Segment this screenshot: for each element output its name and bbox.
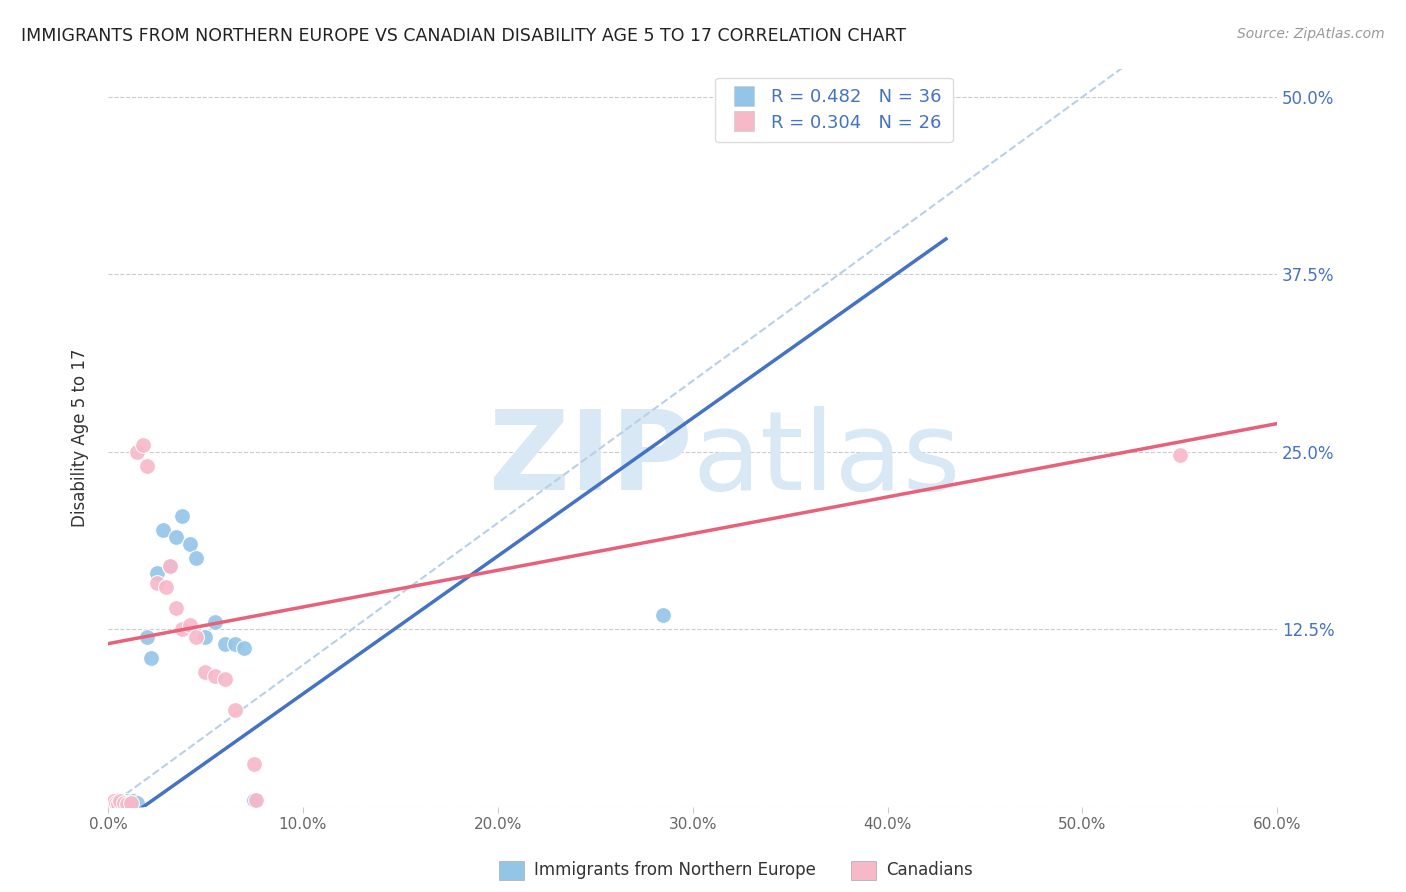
Y-axis label: Disability Age 5 to 17: Disability Age 5 to 17 — [72, 349, 89, 527]
Point — [107, 797, 129, 812]
Point — [112, 796, 135, 810]
Point — [98, 796, 121, 810]
Point — [101, 796, 124, 810]
Point — [243, 757, 266, 772]
Text: ZIP: ZIP — [489, 407, 693, 514]
Point — [184, 630, 207, 644]
Point — [103, 794, 125, 808]
Point — [652, 608, 675, 623]
Point — [108, 794, 131, 808]
Point — [170, 508, 193, 523]
Point — [132, 438, 155, 452]
Point — [243, 793, 266, 807]
Point — [136, 459, 159, 474]
Point — [224, 703, 246, 717]
Point — [104, 797, 127, 812]
Point — [245, 793, 267, 807]
Point — [152, 523, 174, 537]
Point — [155, 580, 177, 594]
Point — [170, 623, 193, 637]
Point — [710, 104, 733, 119]
Point — [117, 797, 139, 812]
Point — [111, 796, 134, 810]
Point — [179, 537, 201, 551]
Point — [101, 797, 124, 812]
Point — [214, 672, 236, 686]
Point — [159, 558, 181, 573]
Point — [103, 796, 125, 810]
Point — [145, 566, 167, 580]
Point — [114, 796, 136, 810]
Point — [120, 796, 142, 810]
Point — [103, 797, 125, 812]
Point — [224, 637, 246, 651]
Point — [136, 630, 159, 644]
Point — [107, 793, 129, 807]
Point — [117, 794, 139, 808]
Point — [107, 796, 129, 810]
Point — [194, 665, 217, 679]
Text: Canadians: Canadians — [886, 861, 973, 879]
Point — [233, 640, 256, 655]
Point — [112, 794, 135, 808]
Legend: R = 0.482   N = 36, R = 0.304   N = 26: R = 0.482 N = 36, R = 0.304 N = 26 — [716, 78, 952, 143]
Point — [204, 669, 226, 683]
Point — [184, 551, 207, 566]
Point — [179, 618, 201, 632]
Point — [165, 601, 187, 615]
Point — [204, 615, 226, 630]
Text: Immigrants from Northern Europe: Immigrants from Northern Europe — [534, 861, 815, 879]
Point — [98, 797, 121, 812]
Point — [104, 794, 127, 808]
Point — [127, 445, 149, 459]
Point — [139, 651, 162, 665]
Text: Source: ZipAtlas.com: Source: ZipAtlas.com — [1237, 27, 1385, 41]
Point — [122, 794, 145, 808]
Point — [127, 796, 149, 810]
Point — [112, 797, 135, 812]
Point — [101, 794, 124, 808]
Text: IMMIGRANTS FROM NORTHERN EUROPE VS CANADIAN DISABILITY AGE 5 TO 17 CORRELATION C: IMMIGRANTS FROM NORTHERN EUROPE VS CANAD… — [21, 27, 907, 45]
Text: atlas: atlas — [693, 407, 962, 514]
Point — [108, 797, 131, 812]
Point — [145, 575, 167, 590]
Point — [108, 794, 131, 808]
Point — [165, 530, 187, 544]
Point — [1168, 448, 1191, 462]
Point — [214, 637, 236, 651]
Point — [118, 796, 141, 810]
Point — [159, 558, 181, 573]
Point — [194, 630, 217, 644]
Point — [104, 796, 127, 810]
